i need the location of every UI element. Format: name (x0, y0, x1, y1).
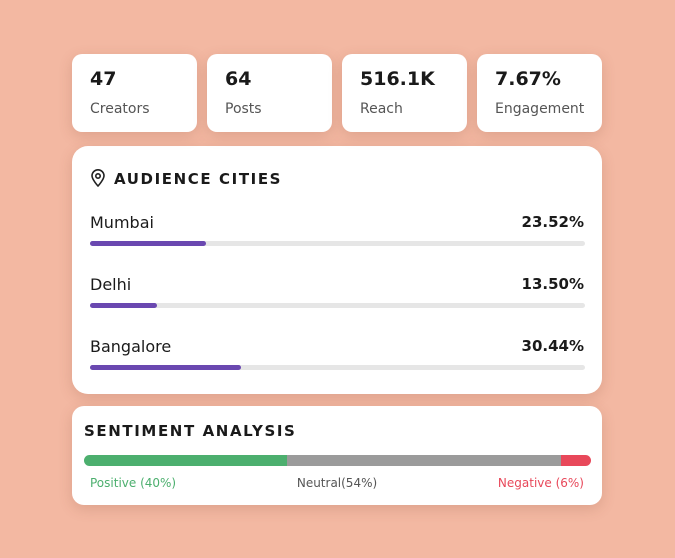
city-percent: 23.52% (521, 213, 584, 231)
bar-track (90, 241, 585, 246)
city-name: Mumbai (90, 213, 154, 232)
stat-value: 64 (225, 68, 252, 90)
city-bar (90, 365, 241, 370)
stat-label: Creators (90, 101, 150, 117)
stat-card: 64 Posts (207, 54, 332, 132)
bar-track (90, 365, 585, 370)
stat-value: 7.67% (495, 68, 561, 90)
city-bar (90, 241, 207, 246)
sentiment-bar (84, 455, 591, 466)
stat-label: Reach (360, 101, 403, 117)
bar-track (90, 303, 585, 308)
city-name: Delhi (90, 275, 132, 294)
sentiment-segment (84, 455, 287, 466)
sentiment-label: Neutral(54%) (296, 476, 378, 490)
section-title: SENTIMENT ANALYSIS (84, 422, 297, 440)
section-title: AUDIENCE CITIES (114, 170, 283, 188)
stat-value: 516.1K (360, 68, 435, 90)
city-name: Bangalore (90, 337, 172, 356)
stat-label: Engagement (495, 101, 585, 117)
location-icon (91, 169, 105, 187)
sentiment-segment (286, 455, 561, 466)
city-percent: 30.44% (521, 337, 584, 355)
sentiment-label: Negative (6%) (497, 476, 584, 490)
audience-cities-card: AUDIENCE CITIES Mumbai 23.52% Delhi 13.50% B… (72, 146, 602, 394)
stat-value: 47 (90, 68, 117, 90)
stat-card: 7.67% Engagement (477, 54, 602, 132)
stat-label: Posts (225, 101, 262, 117)
city-percent: 13.50% (521, 275, 584, 293)
sentiment-segment (560, 455, 591, 466)
city-bar (90, 303, 157, 308)
sentiment-label: Positive (40%) (90, 476, 177, 490)
stat-card: 516.1K Reach (342, 54, 467, 132)
stat-card: 47 Creators (72, 54, 197, 132)
sentiment-card: SENTIMENT ANALYSIS Positive (40%) Neutral… (72, 406, 602, 505)
